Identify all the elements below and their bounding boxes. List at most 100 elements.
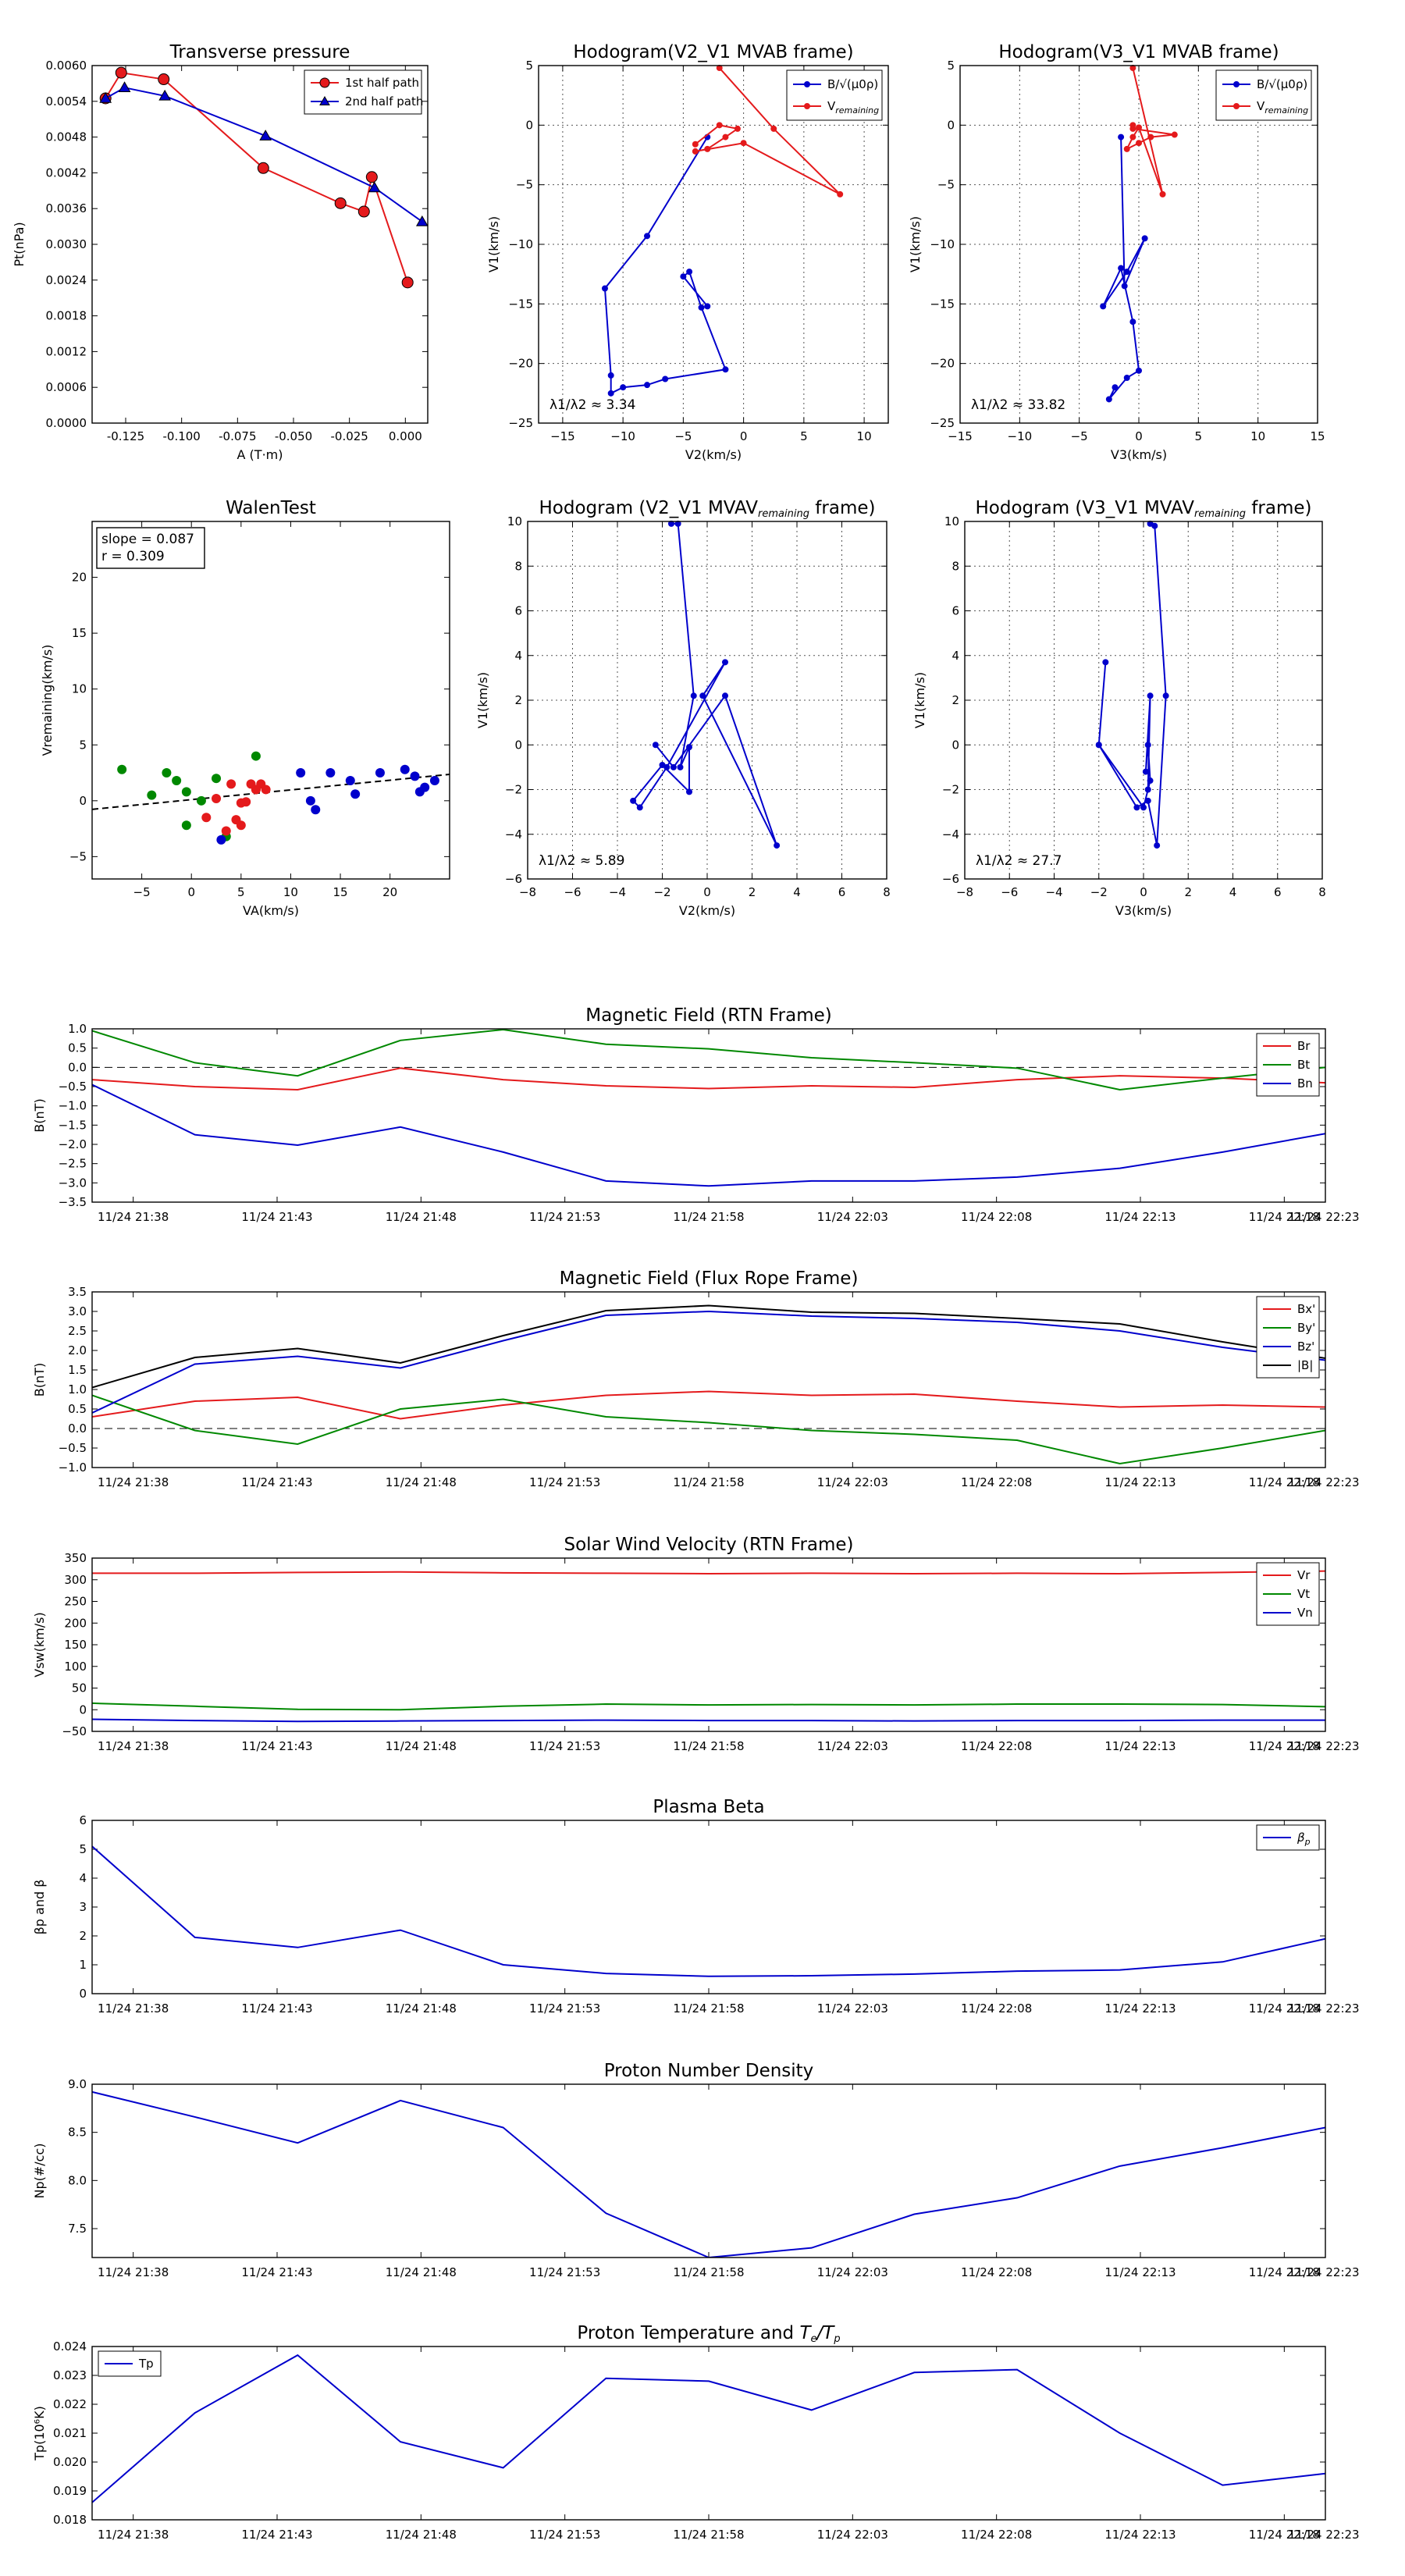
y-tick-label: 0.018 — [53, 2513, 87, 2527]
time-tick-label: 11/24 21:38 — [98, 1739, 169, 1753]
y-tick-label: 0 — [79, 1703, 87, 1717]
time-tick-label: 11/24 22:08 — [961, 2528, 1032, 2542]
y-tick-label: 7.5 — [68, 2222, 87, 2236]
x-tick-label: -0.075 — [219, 429, 256, 443]
data-point — [1171, 131, 1178, 138]
data-point — [226, 902, 236, 912]
x-tick-label: −8 — [956, 885, 973, 899]
time-tick-label: 11/24 22:08 — [961, 2265, 1032, 2279]
y-tick-label: 8.0 — [68, 2173, 87, 2187]
data-point — [221, 826, 231, 836]
data-point — [1123, 145, 1130, 152]
y-tick-label: −20 — [930, 357, 955, 371]
data-point — [690, 692, 697, 699]
y-tick-label: 5 — [525, 59, 533, 73]
y-tick-label: −20 — [508, 357, 533, 371]
data-point — [212, 774, 222, 784]
data-point — [251, 785, 261, 795]
legend-marker — [319, 77, 330, 88]
x-tick-label: −4 — [609, 885, 626, 899]
data-point — [216, 834, 226, 845]
legend: Vr Vt Vn — [1256, 1562, 1320, 1626]
y-tick-label: −10 — [508, 237, 533, 251]
legend-label: Vt — [1297, 1587, 1310, 1601]
x-tick-label: -0.050 — [275, 429, 312, 443]
y-tick-label: −5 — [69, 849, 87, 863]
series-line — [695, 67, 841, 195]
data-point — [1118, 133, 1125, 141]
series-line — [92, 1702, 1325, 1711]
tp-title: Transverse pressure — [169, 42, 350, 62]
time-tick-label: 11/24 22:08 — [961, 1210, 1032, 1224]
series-line — [92, 1083, 1325, 1187]
y-tick-label: 2 — [79, 1929, 87, 1943]
x-tick-label: 0.000 — [389, 429, 422, 443]
y-tick-label: 10 — [944, 514, 959, 528]
y-tick-label: 0 — [525, 118, 533, 132]
y-tick-label: 0.0042 — [46, 165, 87, 180]
data-point — [686, 788, 692, 795]
y-tick-label: 300 — [64, 1573, 87, 1587]
data-point — [740, 140, 747, 147]
tpt-title: Proton Temperature and Te/Tp — [577, 2323, 840, 2345]
y-tick-label: 0.022 — [53, 2397, 87, 2411]
h21-xlabel: V2(km/s) — [685, 447, 742, 462]
data-point — [704, 145, 711, 152]
x-tick-label: 8 — [1318, 885, 1326, 899]
data-point — [607, 390, 614, 397]
y-tick-label: 0.021 — [53, 2426, 87, 2440]
time-tick-label: 11/24 21:43 — [241, 2001, 312, 2016]
series-line — [92, 1845, 1325, 1977]
data-point — [296, 768, 306, 778]
beta-panel: Plasma Beta 0 1 2 3 4 5 6 βp and β 11/24 21:38 11/… — [32, 1797, 1360, 2016]
time-tick-label: 11/24 21:53 — [529, 2265, 600, 2279]
data-point — [774, 842, 781, 849]
legend-label: Vremaining — [1257, 99, 1308, 116]
data-point — [1095, 742, 1102, 749]
x-tick-label: 6 — [838, 885, 846, 899]
y-tick-label: −2.5 — [59, 1157, 87, 1171]
y-tick-label: −2.0 — [59, 1137, 87, 1151]
data-point — [257, 162, 269, 174]
ratio-annotation: λ1/λ2 ≈ 3.34 — [550, 397, 635, 413]
x-tick-label: 0 — [1140, 885, 1147, 899]
x-tick-label: −5 — [1071, 429, 1088, 443]
bfield-ylabel: B(nT) — [32, 1098, 47, 1132]
time-tick-label: 11/24 22:23 — [1288, 2001, 1359, 2016]
data-point — [1141, 235, 1148, 242]
y-tick-label: 3 — [79, 1900, 87, 1914]
data-point — [1112, 384, 1119, 391]
x-tick-label: −4 — [1045, 885, 1062, 899]
time-tick-label: 11/24 22:03 — [817, 2528, 888, 2542]
legend: βp — [1256, 1824, 1320, 1851]
data-point — [1159, 190, 1166, 197]
y-tick-label: 9.0 — [68, 2077, 87, 2091]
data-point — [99, 91, 112, 103]
time-tick-label: 11/24 21:48 — [386, 2001, 457, 2016]
series-line — [92, 2354, 1325, 2503]
bfield-panel: Magnetic Field (RTN Frame) −3.5 −3.0 −2.5 −2… — [32, 1005, 1360, 1224]
np-panel: Proton Number Density 7.5 8.0 8.5 9.0 Np(#/cc… — [32, 2061, 1360, 2279]
series-line — [105, 72, 409, 283]
tp-xlabel: A (T·m) — [237, 447, 283, 462]
time-tick-label: 11/24 21:43 — [241, 1739, 312, 1753]
data-point — [1129, 318, 1136, 326]
data-point — [601, 285, 608, 292]
fit-line — [92, 774, 450, 810]
data-point — [722, 133, 729, 141]
data-point — [181, 787, 191, 797]
np-ylabel: Np(#/cc) — [32, 2144, 47, 2199]
x-tick-label: 10 — [1250, 429, 1265, 443]
y-tick-label: 2.0 — [68, 1343, 87, 1357]
hr31-xlabel: V3(km/s) — [1115, 903, 1172, 918]
y-tick-label: 150 — [64, 1638, 87, 1652]
time-tick-label: 11/24 22:23 — [1288, 1475, 1359, 1489]
x-tick-label: 5 — [800, 429, 808, 443]
x-tick-label: 10 — [283, 885, 298, 899]
data-point — [401, 276, 414, 289]
y-tick-label: 0.5 — [68, 1402, 87, 1416]
data-point — [357, 205, 370, 218]
data-point — [236, 820, 246, 831]
legend-marker — [1233, 103, 1240, 109]
y-tick-label: 250 — [64, 1595, 87, 1609]
